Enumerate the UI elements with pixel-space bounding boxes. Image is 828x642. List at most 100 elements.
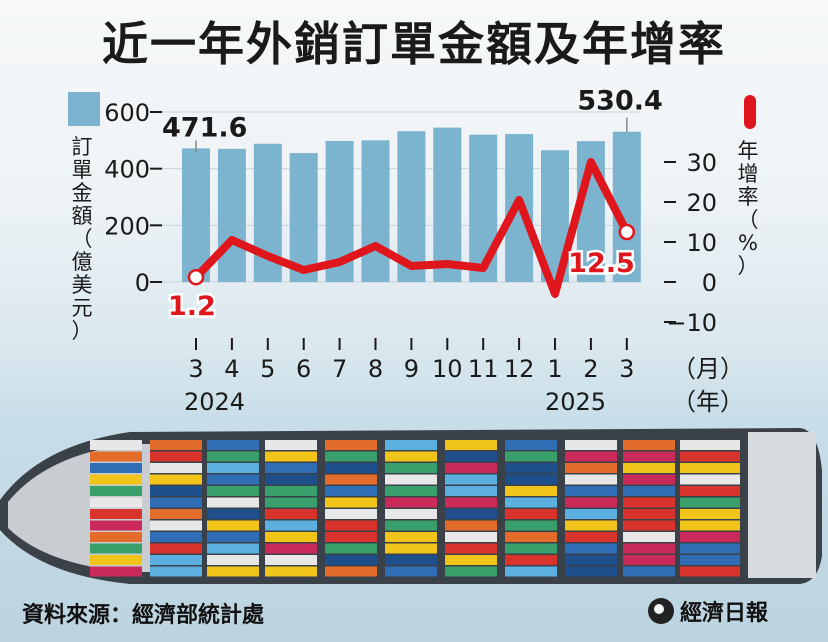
cargo-container xyxy=(150,520,202,531)
x-tick-label: 8 xyxy=(368,355,383,383)
cargo-container xyxy=(385,566,437,577)
cargo-container xyxy=(207,451,259,462)
cargo-container xyxy=(207,474,259,485)
cargo-container xyxy=(207,497,259,508)
cargo-container xyxy=(565,532,617,542)
line-point xyxy=(618,223,636,241)
cargo-container xyxy=(265,451,317,462)
cargo-container xyxy=(445,451,497,462)
right-axis-title-char: （ xyxy=(738,208,759,232)
brand-name: 經濟日報 xyxy=(680,601,769,626)
left-axis-title-char: （ xyxy=(72,227,93,251)
year-label-2025: 2025 xyxy=(545,388,606,416)
x-tick-label: 12 xyxy=(504,355,535,383)
line-last-value-label: 12.5 xyxy=(568,248,635,279)
cargo-container xyxy=(90,463,142,473)
line-series xyxy=(187,158,636,298)
cargo-container xyxy=(90,486,142,496)
cargo-container xyxy=(565,451,617,462)
left-axis-title-char: 單 xyxy=(72,158,93,182)
cargo-container xyxy=(90,566,142,577)
container-ship-illustration xyxy=(0,428,822,584)
cargo-container xyxy=(325,451,377,462)
x-tick-label: 10 xyxy=(432,355,463,383)
cargo-container xyxy=(207,463,259,473)
x-unit-month: （月） xyxy=(672,355,744,383)
cargo-container xyxy=(445,474,497,485)
cargo-container xyxy=(623,532,675,542)
left-axis-title-char: 訂 xyxy=(72,135,93,159)
cargo-container xyxy=(265,532,317,542)
right-axis-title-char: 年 xyxy=(738,139,759,163)
cargo-container xyxy=(445,532,497,542)
cargo-container xyxy=(680,463,740,473)
cargo-container xyxy=(565,497,617,508)
cargo-container xyxy=(445,463,497,473)
cargo-container xyxy=(385,463,437,473)
bar xyxy=(289,153,318,282)
cargo-container xyxy=(565,463,617,473)
bar xyxy=(217,148,246,282)
cargo-container xyxy=(680,532,740,542)
left-tick-label: 200 xyxy=(104,212,150,240)
cargo-container xyxy=(265,497,317,508)
bar xyxy=(182,148,210,282)
cargo-container xyxy=(325,543,377,554)
cargo-container xyxy=(150,463,202,473)
x-tick-label: 11 xyxy=(468,355,499,383)
cargo-container xyxy=(90,451,142,462)
cargo-container xyxy=(623,543,675,554)
cargo-container xyxy=(680,520,740,531)
cargo-container xyxy=(565,440,617,450)
cargo-container xyxy=(565,486,617,496)
cargo-container xyxy=(445,486,497,496)
cargo-container xyxy=(150,497,202,508)
cargo-container xyxy=(445,509,497,519)
cargo-container xyxy=(623,520,675,531)
cargo-container xyxy=(265,520,317,531)
chart-title: 近一年外銷訂單金額及年增率 xyxy=(102,17,726,71)
cargo-container xyxy=(207,543,259,554)
cargo-container xyxy=(680,509,740,519)
cargo-container xyxy=(505,451,557,462)
cargo-container xyxy=(565,566,617,577)
cargo-container xyxy=(680,497,740,508)
cargo-container xyxy=(150,532,202,542)
bar-series xyxy=(182,127,641,282)
cargo-container xyxy=(90,543,142,554)
cargo-container xyxy=(623,486,675,496)
annotations: 471.6 530.4 1.2 12.5 xyxy=(162,86,663,325)
cargo-container xyxy=(325,532,377,542)
line-first-value-label: 1.2 xyxy=(168,291,216,322)
cargo-container xyxy=(385,509,437,519)
cargo-container xyxy=(325,474,377,485)
cargo-container xyxy=(445,520,497,531)
cargo-container xyxy=(680,555,740,565)
x-tick-label: 6 xyxy=(296,355,311,383)
cargo-container xyxy=(623,463,675,473)
cargo-container xyxy=(385,543,437,554)
cargo-container xyxy=(680,486,740,496)
bar xyxy=(361,140,390,282)
cargo-container xyxy=(623,497,675,508)
cargo-container xyxy=(623,440,675,450)
cargo-container xyxy=(680,451,740,462)
x-tick-label: 3 xyxy=(188,355,203,383)
left-axis: 600 400 200 0 xyxy=(104,99,162,297)
cargo-container xyxy=(565,543,617,554)
left-tick-label: 400 xyxy=(104,156,150,184)
cargo-container xyxy=(90,497,142,508)
cargo-container xyxy=(265,463,317,473)
cargo-container xyxy=(90,440,142,450)
right-axis-title-char: 增 xyxy=(738,162,759,186)
cargo-container xyxy=(385,497,437,508)
right-axis-title-char: 率 xyxy=(738,185,759,209)
left-tick-label: 600 xyxy=(104,99,150,127)
cargo-container xyxy=(265,440,317,450)
cargo-container xyxy=(325,497,377,508)
left-axis-title-char: 美 xyxy=(72,273,93,297)
left-axis-title-char: 額 xyxy=(72,204,93,228)
cargo-container xyxy=(150,474,202,485)
